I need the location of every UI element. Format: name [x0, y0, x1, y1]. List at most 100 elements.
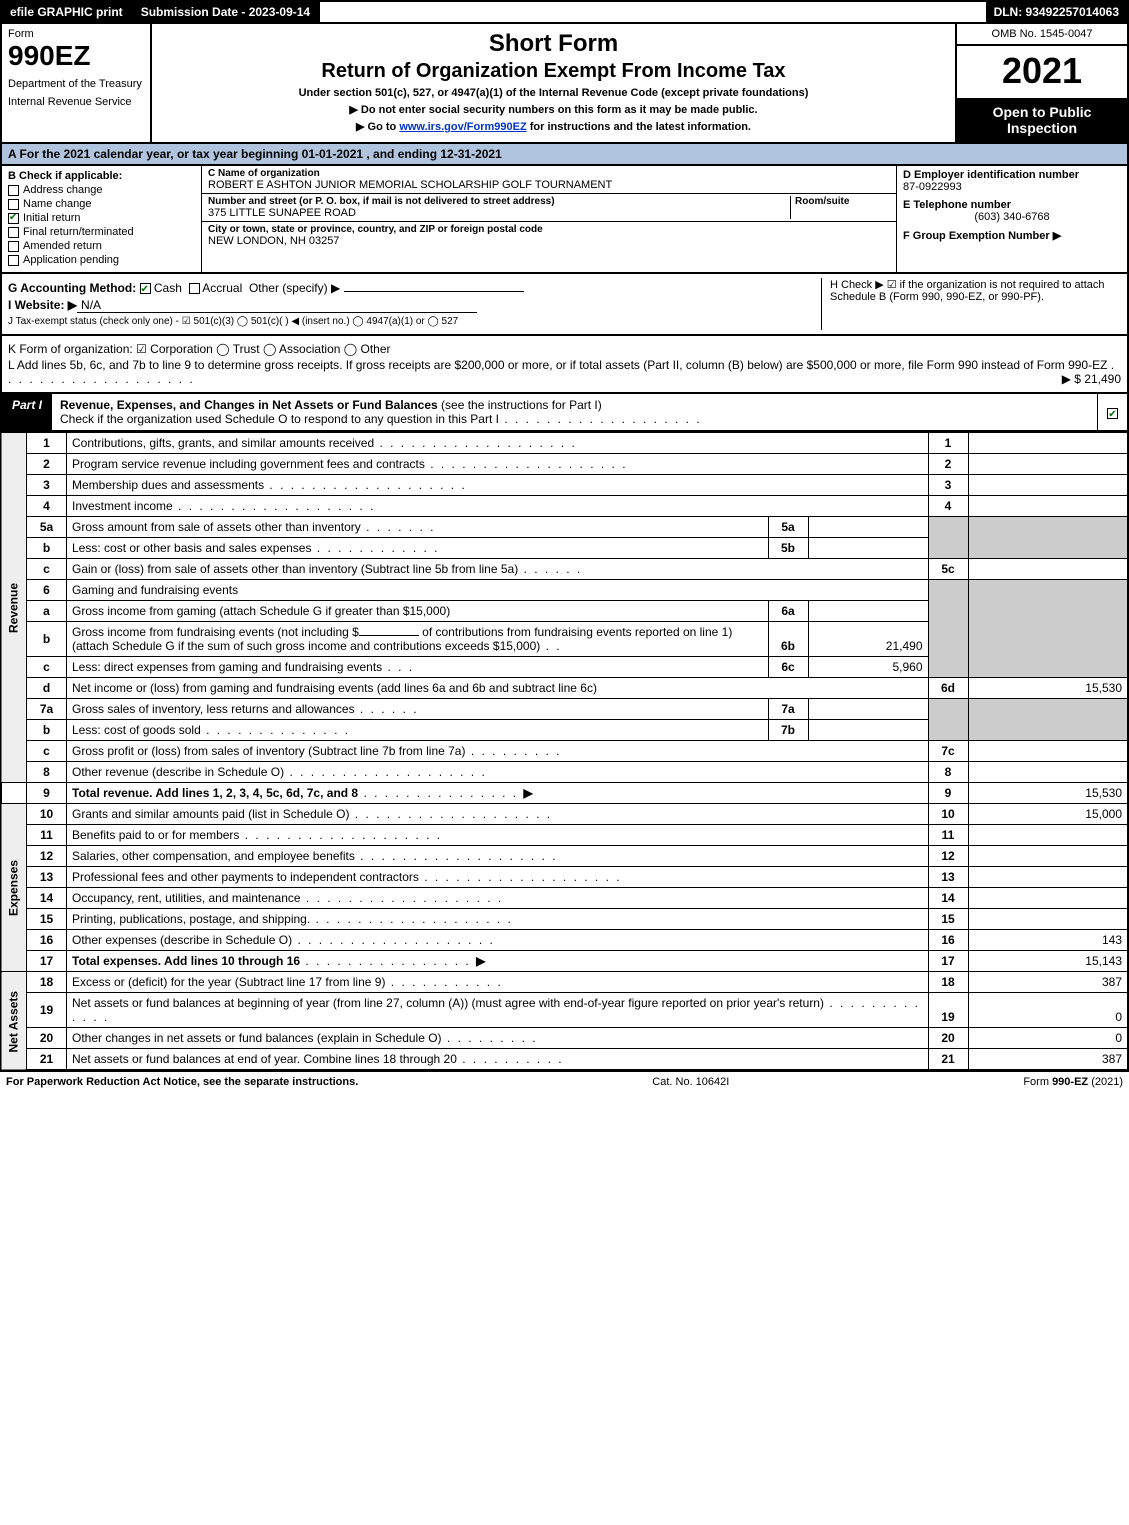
- efile-label[interactable]: efile GRAPHIC print: [2, 2, 133, 22]
- line-7b-desc: Less: cost of goods sold . . . . . . . .…: [67, 720, 769, 741]
- group-exemption-label: F Group Exemption Number ▶: [903, 229, 1121, 242]
- info-row: B Check if applicable: Address change Na…: [0, 166, 1129, 274]
- form-label: Form: [8, 28, 144, 40]
- ein-label: D Employer identification number: [903, 169, 1121, 181]
- name-label: C Name of organization: [208, 168, 890, 179]
- section-ghij: G Accounting Method: Cash Accrual Other …: [0, 274, 1129, 336]
- chk-address-change[interactable]: Address change: [8, 184, 195, 196]
- chk-initial-return[interactable]: Initial return: [8, 212, 195, 224]
- room-label: Room/suite: [795, 196, 890, 207]
- note-goto-post: for instructions and the latest informat…: [527, 121, 751, 133]
- header-mid: Short Form Return of Organization Exempt…: [152, 24, 957, 142]
- checkbox-icon[interactable]: [8, 185, 19, 196]
- chk-amended-return[interactable]: Amended return: [8, 240, 195, 252]
- line-10-desc: Grants and similar amounts paid (list in…: [67, 804, 929, 825]
- section-def: D Employer identification number 87-0922…: [897, 166, 1127, 272]
- subtitle: Under section 501(c), 527, or 4947(a)(1)…: [162, 87, 945, 99]
- line-20-desc: Other changes in net assets or fund bala…: [67, 1028, 929, 1049]
- line-11-desc: Benefits paid to or for members . . . . …: [67, 825, 929, 846]
- part1-title: Revenue, Expenses, and Changes in Net As…: [52, 394, 1097, 430]
- checkbox-icon[interactable]: [8, 255, 19, 266]
- street-label: Number and street (or P. O. box, if mail…: [208, 196, 790, 207]
- line-6c-desc: Less: direct expenses from gaming and fu…: [67, 657, 769, 678]
- city-label: City or town, state or province, country…: [208, 224, 890, 235]
- omb-number: OMB No. 1545-0047: [957, 24, 1127, 46]
- chk-final-return[interactable]: Final return/terminated: [8, 226, 195, 238]
- irs-link[interactable]: www.irs.gov/Form990EZ: [399, 121, 526, 133]
- line-6d-desc: Net income or (loss) from gaming and fun…: [67, 678, 929, 699]
- page-footer: For Paperwork Reduction Act Notice, see …: [0, 1071, 1129, 1092]
- chk-application-pending[interactable]: Application pending: [8, 254, 195, 266]
- line-8-desc: Other revenue (describe in Schedule O) .…: [67, 762, 929, 783]
- line-16-desc: Other expenses (describe in Schedule O) …: [67, 930, 929, 951]
- line-14-desc: Occupancy, rent, utilities, and maintena…: [67, 888, 929, 909]
- checkbox-icon[interactable]: [8, 241, 19, 252]
- note-goto-pre: ▶ Go to: [356, 121, 399, 133]
- form-header: Form 990EZ Department of the Treasury In…: [0, 24, 1129, 144]
- header-right: OMB No. 1545-0047 2021 Open to Public In…: [957, 24, 1127, 142]
- submission-date: Submission Date - 2023-09-14: [133, 2, 320, 22]
- line-4-desc: Investment income . . . . . . . . . . . …: [67, 496, 929, 517]
- dept-irs: Internal Revenue Service: [8, 96, 144, 108]
- line-3-desc: Membership dues and assessments . . . . …: [67, 475, 929, 496]
- note-goto: ▶ Go to www.irs.gov/Form990EZ for instru…: [162, 120, 945, 133]
- website-line: I Website: ▶N/A: [8, 298, 821, 313]
- accounting-method: G Accounting Method: Cash Accrual Other …: [8, 281, 821, 295]
- org-name: ROBERT E ASHTON JUNIOR MEMORIAL SCHOLARS…: [208, 179, 890, 191]
- line-17-desc: Total expenses. Add lines 10 through 16 …: [67, 951, 929, 972]
- other-input[interactable]: [344, 291, 524, 292]
- checkbox-checked-icon[interactable]: [8, 213, 19, 224]
- header-left: Form 990EZ Department of the Treasury In…: [2, 24, 152, 142]
- tax-year: 2021: [957, 46, 1127, 96]
- line-18-desc: Excess or (deficit) for the year (Subtra…: [67, 972, 929, 993]
- form-number: 990EZ: [8, 40, 144, 72]
- footer-form: Form 990-EZ (2021): [1023, 1076, 1123, 1088]
- checkbox-checked-icon[interactable]: [140, 283, 151, 294]
- city-state-zip: NEW LONDON, NH 03257: [208, 235, 890, 247]
- tax-exempt-status: J Tax-exempt status (check only one) - ☑…: [8, 316, 821, 327]
- chk-name-change[interactable]: Name change: [8, 198, 195, 210]
- expenses-side-label: Expenses: [1, 804, 27, 972]
- top-bar: efile GRAPHIC print Submission Date - 20…: [0, 0, 1129, 24]
- line-19-desc: Net assets or fund balances at beginning…: [67, 993, 929, 1028]
- title-return: Return of Organization Exempt From Incom…: [162, 60, 945, 83]
- phone-value: (603) 340-6768: [903, 211, 1121, 223]
- checkbox-icon[interactable]: [189, 283, 200, 294]
- checkbox-icon[interactable]: [8, 199, 19, 210]
- line-9-desc: Total revenue. Add lines 1, 2, 3, 4, 5c,…: [67, 783, 929, 804]
- title-short-form: Short Form: [162, 30, 945, 58]
- line-5b-desc: Less: cost or other basis and sales expe…: [67, 538, 769, 559]
- note-ssn: ▶ Do not enter social security numbers o…: [162, 103, 945, 116]
- line-12-desc: Salaries, other compensation, and employ…: [67, 846, 929, 867]
- section-b-label: B Check if applicable:: [8, 170, 195, 182]
- line-6a-desc: Gross income from gaming (attach Schedul…: [67, 601, 769, 622]
- line-l: L Add lines 5b, 6c, and 7b to line 9 to …: [8, 358, 1121, 386]
- line-13-desc: Professional fees and other payments to …: [67, 867, 929, 888]
- dept-treasury: Department of the Treasury: [8, 78, 144, 90]
- checkbox-checked-icon[interactable]: [1107, 408, 1118, 419]
- street-address: 375 LITTLE SUNAPEE ROAD: [208, 207, 790, 219]
- line-5c-desc: Gain or (loss) from sale of assets other…: [67, 559, 929, 580]
- section-kl: K Form of organization: ☑ Corporation ◯ …: [0, 336, 1129, 394]
- checkbox-icon[interactable]: [8, 227, 19, 238]
- ein-value: 87-0922993: [903, 181, 1121, 193]
- section-a: A For the 2021 calendar year, or tax yea…: [0, 144, 1129, 166]
- part1-check[interactable]: [1097, 394, 1127, 430]
- line-l-amount: ▶ $ 21,490: [1062, 372, 1121, 386]
- open-public: Open to Public Inspection: [957, 98, 1127, 142]
- footer-cat: Cat. No. 10642I: [652, 1076, 729, 1088]
- line-1-desc: Contributions, gifts, grants, and simila…: [67, 433, 929, 454]
- dln: DLN: 93492257014063: [986, 2, 1127, 22]
- section-h: H Check ▶ ☑ if the organization is not r…: [821, 278, 1121, 330]
- line-15-desc: Printing, publications, postage, and shi…: [67, 909, 929, 930]
- form-of-organization: K Form of organization: ☑ Corporation ◯ …: [8, 342, 1121, 356]
- part1-header: Part I Revenue, Expenses, and Changes in…: [0, 394, 1129, 432]
- website-value: N/A: [77, 298, 477, 313]
- section-b: B Check if applicable: Address change Na…: [2, 166, 202, 272]
- line-21-desc: Net assets or fund balances at end of ye…: [67, 1049, 929, 1071]
- line-6b-desc: Gross income from fundraising events (no…: [67, 622, 769, 657]
- line-6-desc: Gaming and fundraising events: [67, 580, 929, 601]
- netassets-side-label: Net Assets: [1, 972, 27, 1071]
- revenue-side-label: Revenue: [1, 433, 27, 783]
- line-7a-desc: Gross sales of inventory, less returns a…: [67, 699, 769, 720]
